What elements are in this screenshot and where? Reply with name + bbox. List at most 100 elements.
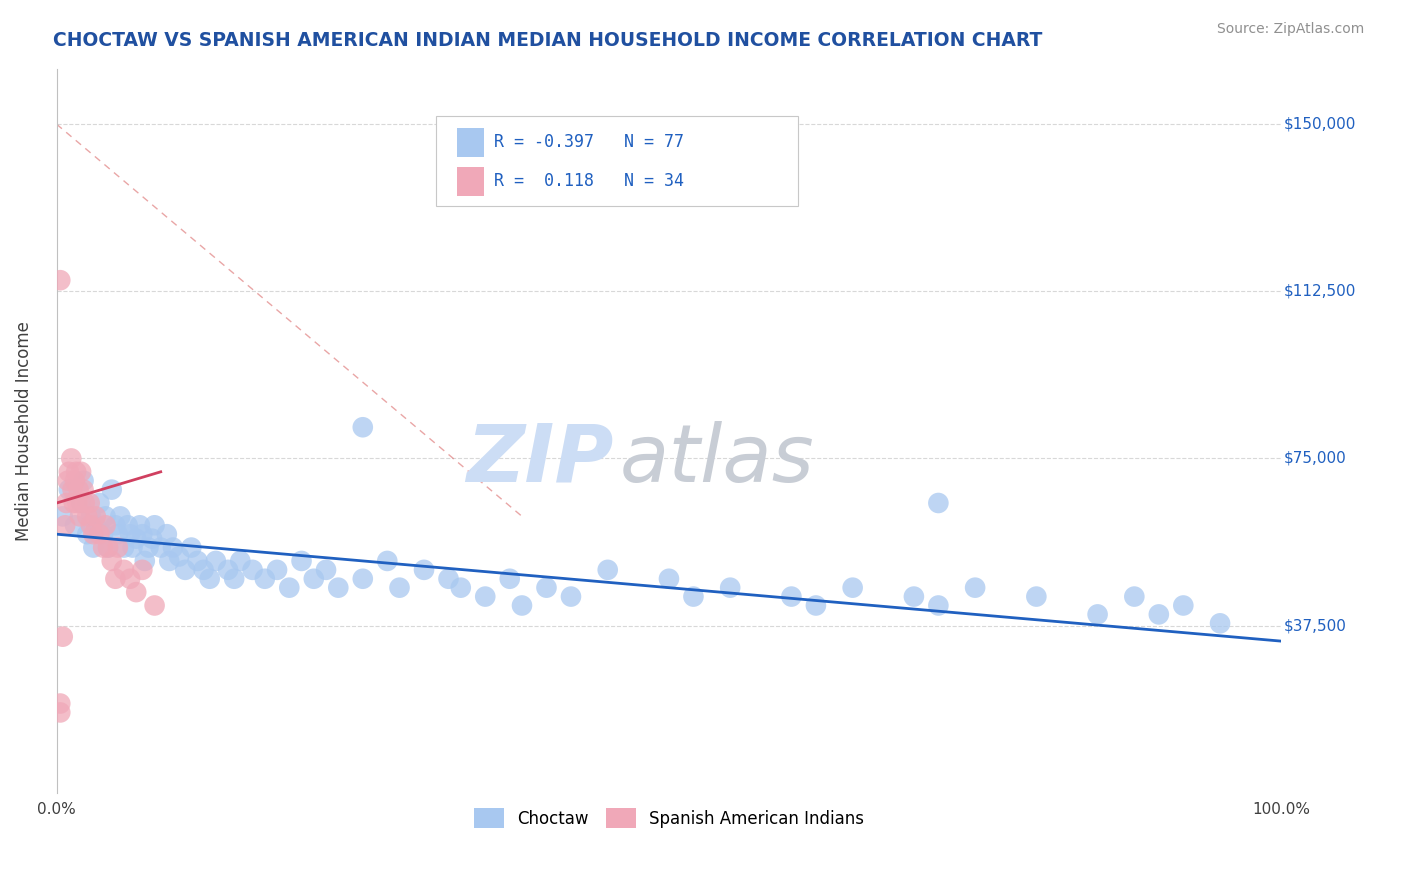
Point: [266, 563, 288, 577]
Point: [84, 518, 107, 533]
Point: [131, 527, 153, 541]
Point: [60, 451, 83, 466]
Point: [120, 527, 142, 541]
Text: R = -0.397   N = 77: R = -0.397 N = 77: [494, 133, 683, 152]
Point: [100, 554, 122, 568]
Point: [149, 541, 172, 555]
Point: [560, 590, 582, 604]
Point: [217, 563, 239, 577]
Point: [53, 518, 76, 533]
Point: [107, 527, 129, 541]
Point: [97, 541, 120, 555]
Y-axis label: Median Household Income: Median Household Income: [15, 320, 32, 541]
Point: [110, 509, 132, 524]
Point: [162, 541, 184, 555]
Point: [120, 572, 142, 586]
Point: [76, 509, 98, 524]
Point: [204, 554, 226, 568]
Point: [89, 527, 111, 541]
Point: [63, 474, 86, 488]
Point: [80, 518, 103, 533]
Point: [121, 541, 143, 555]
Point: [186, 554, 208, 568]
Point: [302, 572, 325, 586]
Point: [134, 554, 156, 568]
Point: [69, 509, 91, 524]
Point: [52, 630, 75, 644]
Point: [352, 572, 374, 586]
Point: [841, 581, 863, 595]
Point: [180, 541, 202, 555]
Point: [73, 496, 96, 510]
Point: [76, 527, 98, 541]
Point: [104, 518, 127, 533]
Point: [107, 541, 129, 555]
Point: [125, 585, 148, 599]
Point: [315, 563, 337, 577]
Point: [174, 563, 197, 577]
Point: [62, 496, 84, 510]
Point: [80, 509, 103, 524]
Point: [499, 572, 522, 586]
Text: CHOCTAW VS SPANISH AMERICAN INDIAN MEDIAN HOUSEHOLD INCOME CORRELATION CHART: CHOCTAW VS SPANISH AMERICAN INDIAN MEDIA…: [53, 31, 1043, 50]
Point: [104, 572, 127, 586]
Point: [49, 706, 72, 720]
Point: [1087, 607, 1109, 622]
Point: [229, 554, 252, 568]
Point: [67, 483, 90, 497]
Text: R =  0.118   N = 34: R = 0.118 N = 34: [494, 171, 683, 189]
Point: [290, 554, 312, 568]
Point: [278, 581, 301, 595]
Point: [682, 590, 704, 604]
FancyBboxPatch shape: [436, 116, 797, 206]
Point: [352, 420, 374, 434]
Point: [1147, 607, 1170, 622]
Point: [413, 563, 436, 577]
Point: [112, 541, 135, 555]
Point: [128, 518, 150, 533]
Point: [94, 518, 117, 533]
Point: [388, 581, 411, 595]
Point: [94, 509, 117, 524]
Point: [52, 509, 75, 524]
Text: $75,000: $75,000: [1284, 451, 1347, 466]
Point: [49, 697, 72, 711]
Point: [138, 541, 160, 555]
Point: [82, 527, 104, 541]
Point: [62, 483, 84, 497]
Point: [91, 541, 114, 555]
Point: [91, 527, 114, 541]
Point: [927, 599, 949, 613]
Point: [66, 496, 89, 510]
Point: [70, 465, 93, 479]
Legend: Choctaw, Spanish American Indians: Choctaw, Spanish American Indians: [467, 801, 870, 835]
Point: [474, 590, 496, 604]
Point: [1173, 599, 1195, 613]
Point: [84, 509, 107, 524]
Point: [125, 532, 148, 546]
Point: [718, 581, 741, 595]
Point: [100, 483, 122, 497]
Point: [143, 518, 166, 533]
Point: [65, 465, 87, 479]
Point: [375, 554, 398, 568]
Point: [70, 496, 93, 510]
Point: [965, 581, 987, 595]
Text: atlas: atlas: [620, 420, 814, 499]
Point: [79, 496, 101, 510]
Point: [242, 563, 264, 577]
Point: [903, 590, 925, 604]
Point: [58, 483, 80, 497]
Text: Source: ZipAtlas.com: Source: ZipAtlas.com: [1216, 22, 1364, 37]
Point: [224, 572, 246, 586]
Point: [97, 541, 120, 555]
Point: [55, 496, 77, 510]
Point: [1025, 590, 1047, 604]
Point: [780, 590, 803, 604]
FancyBboxPatch shape: [457, 128, 484, 158]
Point: [49, 273, 72, 287]
Text: $112,500: $112,500: [1284, 284, 1357, 299]
Point: [1209, 616, 1232, 631]
Point: [437, 572, 460, 586]
Point: [89, 496, 111, 510]
